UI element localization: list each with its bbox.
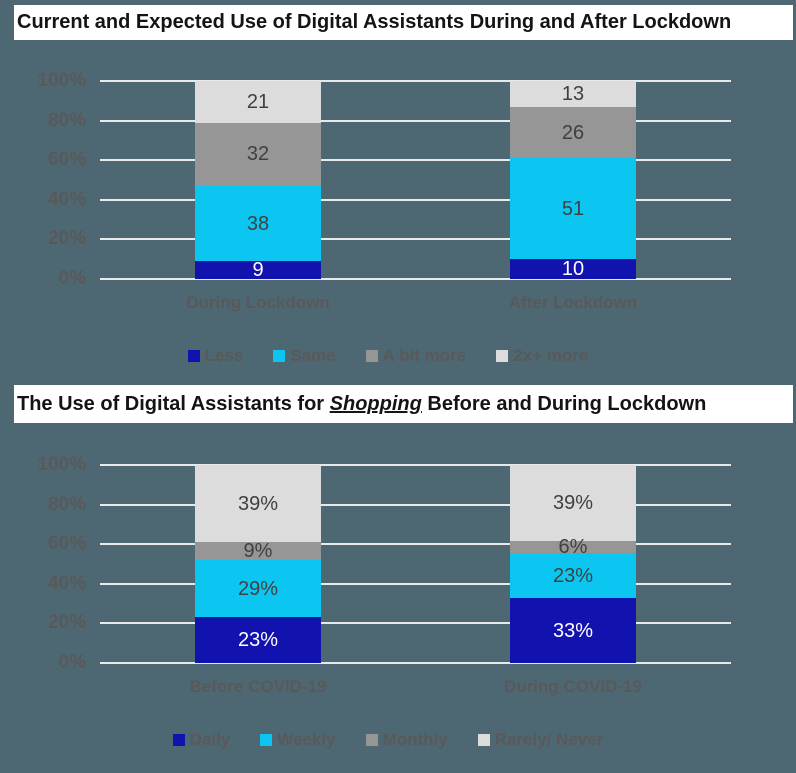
x-axis-category-label-after-lockdown: After Lockdown bbox=[508, 293, 638, 312]
legend-swatch-weekly bbox=[260, 734, 273, 746]
stacked-bar-during-covid-19: 33% 23% 6% 39% bbox=[510, 465, 636, 663]
gridline bbox=[100, 80, 731, 82]
gridline bbox=[100, 582, 731, 585]
chart-title-suffix: Before and During Lockdown bbox=[421, 393, 707, 415]
bar-segment-daily: 33% bbox=[510, 598, 636, 663]
bar-segment-monthly: 6% bbox=[510, 537, 636, 557]
bar-segment-daily: 23% bbox=[195, 617, 321, 663]
legend-item-monthly: Monthly bbox=[365, 730, 448, 750]
x-axis-category-label-during-lockdown: During Lockdown bbox=[186, 293, 330, 312]
gridline bbox=[100, 159, 731, 162]
bar-segment-value-label: 6% bbox=[558, 536, 588, 559]
y-axis-tick-label: 80% bbox=[47, 109, 86, 131]
gridline bbox=[100, 464, 731, 466]
bar-segment-2x-more: 21 bbox=[195, 81, 321, 123]
bar-segment-rarely-never: 39% bbox=[195, 465, 321, 543]
bar-segment-2x-more: 13 bbox=[510, 81, 636, 107]
stacked-bar-during-lockdown: 9 38 32 21 bbox=[195, 81, 321, 282]
chart-legend-shopping-use: Daily Weekly Monthly Rarely/ Never bbox=[45, 730, 731, 750]
chart-title-prefix: Current and Expected Use of Digital Assi… bbox=[17, 11, 732, 33]
bar-segment-value-label: 10 bbox=[561, 258, 585, 281]
bar-segment-value-label: 23% bbox=[552, 564, 594, 587]
y-axis-tick-label: 60% bbox=[47, 533, 86, 555]
chart-title-shopping-use: The Use of Digital Assistants for Shoppi… bbox=[14, 385, 793, 423]
bar-segment-weekly: 23% bbox=[510, 553, 636, 599]
bar-segment-value-label: 29% bbox=[237, 577, 279, 600]
bar-segment-a-bit-more: 26 bbox=[510, 106, 636, 159]
stacked-bar-after-lockdown: 10 51 26 13 bbox=[510, 81, 636, 279]
legend-swatch-monthly bbox=[365, 734, 378, 746]
chart-title-prefix: The Use of Digital Assistants for bbox=[17, 393, 330, 415]
legend-item-rarely-never: Rarely/ Never bbox=[477, 730, 604, 750]
legend-label-a-bit-more: A bit more bbox=[382, 346, 467, 365]
bar-segment-rarely-never: 39% bbox=[510, 465, 636, 542]
bar-segment-value-label: 21 bbox=[246, 90, 270, 113]
legend-swatch-2x-more bbox=[496, 350, 509, 362]
legend-label-2x-more: 2x+ more bbox=[513, 346, 589, 365]
chart-plot-area-lockdown-use: 0% 20% 40% 60% 80% 100% 9 38 32 21 During Lockdown… bbox=[0, 70, 731, 312]
y-axis-tick-label: 0% bbox=[58, 268, 86, 289]
gridline bbox=[100, 238, 731, 241]
y-axis-tick-label: 40% bbox=[47, 572, 86, 594]
y-axis-tick-label: 100% bbox=[37, 454, 86, 475]
y-axis-tick-label: 20% bbox=[47, 228, 86, 250]
bar-segment-value-label: 9 bbox=[252, 259, 264, 282]
legend-swatch-less bbox=[187, 350, 200, 362]
legend-label-daily: Daily bbox=[189, 730, 231, 749]
y-axis-tick-label: 40% bbox=[47, 188, 86, 210]
y-axis-tick-label: 60% bbox=[47, 149, 86, 171]
bar-segment-a-bit-more: 32 bbox=[195, 122, 321, 186]
legend-swatch-daily bbox=[172, 734, 185, 746]
bar-segment-less: 10 bbox=[510, 259, 636, 279]
bar-segment-weekly: 29% bbox=[195, 560, 321, 618]
legend-label-same: Same bbox=[290, 346, 336, 365]
chart-legend-lockdown-use: Less Same A bit more 2x+ more bbox=[45, 346, 731, 366]
legend-swatch-a-bit-more bbox=[365, 350, 378, 362]
legend-item-a-bit-more: A bit more bbox=[365, 346, 467, 366]
gridline bbox=[100, 503, 731, 506]
stacked-bar-before-covid-19: 23% 29% 9% 39% bbox=[195, 465, 321, 663]
legend-label-monthly: Monthly bbox=[382, 730, 448, 749]
legend-item-daily: Daily bbox=[172, 730, 231, 750]
gridline bbox=[100, 119, 731, 122]
bar-segment-value-label: 32 bbox=[246, 143, 270, 166]
legend-label-less: Less bbox=[204, 346, 244, 365]
x-axis-category-label-during-covid-19: During COVID-19 bbox=[504, 677, 642, 696]
legend-label-weekly: Weekly bbox=[277, 730, 336, 749]
legend-swatch-same bbox=[273, 350, 286, 362]
bar-segment-value-label: 23% bbox=[237, 629, 279, 652]
legend-item-2x-more: 2x+ more bbox=[496, 346, 588, 366]
bar-segment-value-label: 9% bbox=[243, 540, 273, 563]
y-axis-tick-label: 20% bbox=[47, 612, 86, 634]
bar-segment-less: 9 bbox=[195, 259, 321, 282]
legend-swatch-rarely-never bbox=[477, 734, 490, 746]
legend-item-less: Less bbox=[187, 346, 244, 366]
bar-segment-value-label: 13 bbox=[561, 82, 585, 105]
bar-segment-value-label: 33% bbox=[552, 619, 594, 642]
chart-plot-area-shopping-use: 0% 20% 40% 60% 80% 100% 23% 29% 9% 39% Before COVI… bbox=[0, 454, 731, 696]
bar-segment-same: 51 bbox=[510, 158, 636, 260]
legend-label-rarely-never: Rarely/ Never bbox=[494, 730, 604, 749]
y-axis-tick-label: 100% bbox=[37, 70, 86, 91]
gridline bbox=[100, 662, 731, 664]
bar-segment-value-label: 51 bbox=[561, 197, 585, 220]
bar-segment-same: 38 bbox=[195, 185, 321, 262]
bar-segment-value-label: 38 bbox=[246, 212, 270, 235]
y-axis-tick-label: 0% bbox=[58, 652, 86, 673]
legend-item-weekly: Weekly bbox=[260, 730, 336, 750]
gridline bbox=[100, 543, 731, 546]
gridline bbox=[100, 198, 731, 201]
y-axis-tick-label: 80% bbox=[47, 493, 86, 515]
bar-segment-value-label: 26 bbox=[561, 121, 585, 144]
gridline bbox=[100, 622, 731, 625]
x-axis-category-label-before-covid-19: Before COVID-19 bbox=[189, 677, 327, 696]
bar-segment-monthly: 9% bbox=[195, 540, 321, 563]
gridline bbox=[100, 278, 731, 280]
bar-segment-value-label: 39% bbox=[552, 492, 594, 515]
bar-segment-value-label: 39% bbox=[237, 492, 279, 515]
legend-item-same: Same bbox=[273, 346, 336, 366]
chart-title-emphasis: Shopping bbox=[329, 393, 422, 415]
chart-title-lockdown-use: Current and Expected Use of Digital Assi… bbox=[14, 5, 793, 40]
